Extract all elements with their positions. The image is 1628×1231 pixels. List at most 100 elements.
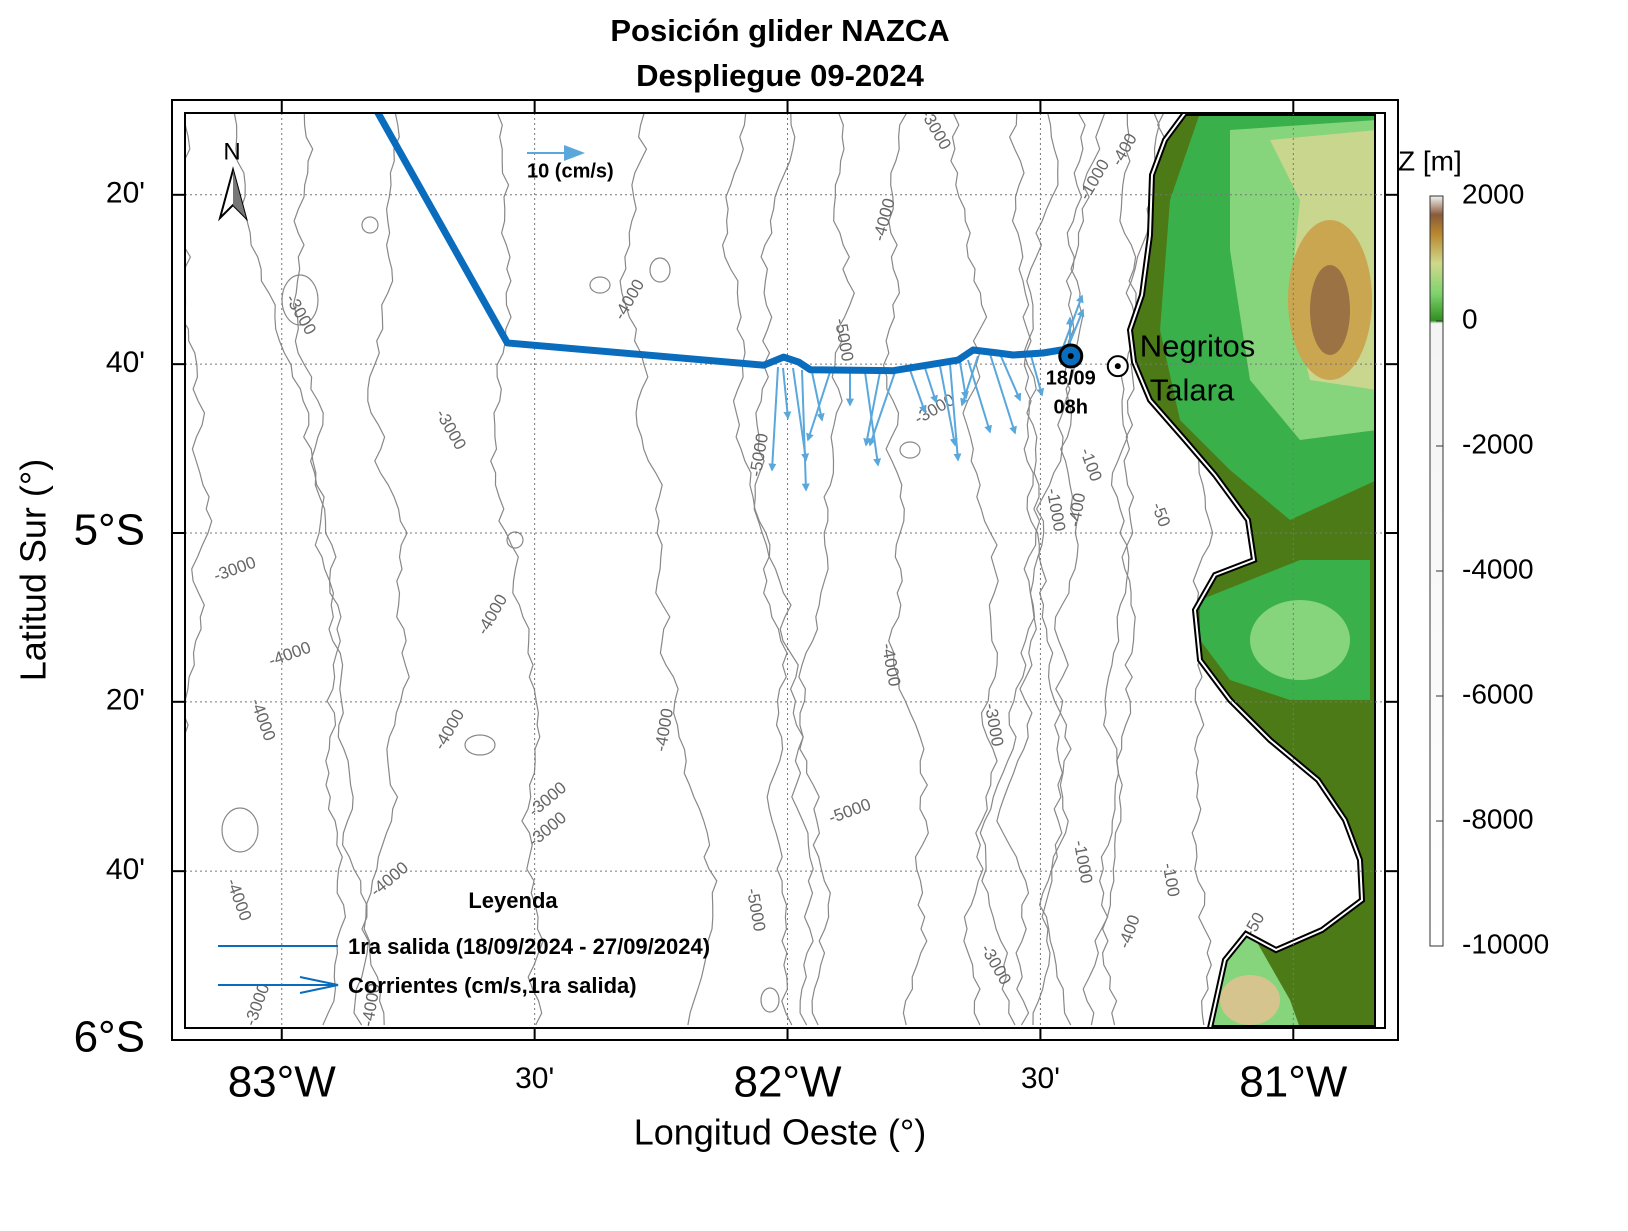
contour-label: -400	[1065, 491, 1090, 528]
current-arrow	[868, 371, 896, 447]
current-arrow	[960, 355, 979, 407]
contour	[996, 113, 1086, 1026]
current-arrow	[806, 371, 831, 442]
contour	[185, 122, 213, 736]
colorbar-tick-label: -8000	[1462, 803, 1534, 834]
contour-label: -3000	[525, 778, 571, 821]
y-tick-label: 20'	[106, 684, 145, 717]
x-tick-label: 30'	[1021, 1062, 1060, 1095]
scale-label: 10 (cm/s)	[527, 160, 614, 182]
contour-label: -1000	[1075, 156, 1113, 203]
glider-track	[373, 113, 1069, 375]
contour-label: -4000	[878, 642, 904, 688]
frame-inner	[184, 112, 1386, 1029]
frame-outer	[171, 99, 1399, 1041]
contour-label: -4000	[869, 196, 899, 243]
contour-label: -3000	[432, 406, 470, 453]
colorbar-tick-label: 0	[1462, 303, 1478, 334]
current-arrow	[924, 367, 938, 404]
place-dot	[1114, 363, 1121, 370]
current-arrows	[768, 294, 1085, 492]
contour	[979, 113, 1041, 1026]
place-label: Negritos	[1140, 328, 1255, 363]
contour	[363, 113, 410, 1026]
contour-label: -400	[1107, 130, 1140, 169]
colorbar-tick-label: -4000	[1462, 553, 1534, 584]
contour	[619, 113, 718, 1026]
colorbar: Z [m] 2000 0 -2000 -4000 -6000 -8000 -10000	[1398, 145, 1549, 959]
y-tick-label: 40'	[106, 853, 145, 886]
glider-date: 18/09	[1046, 367, 1096, 389]
x-tick-label: 81°W	[1239, 1058, 1348, 1107]
contour	[882, 113, 929, 1026]
contour	[753, 113, 796, 1026]
colorbar-tick-label: 2000	[1462, 178, 1524, 209]
contour-label: -100	[1076, 445, 1105, 483]
x-tick-label: 82°W	[733, 1058, 842, 1107]
legend: Leyenda 1ra salida (18/09/2024 - 27/09/2…	[218, 888, 710, 998]
current-arrow	[1061, 294, 1084, 351]
land	[1100, 113, 1377, 1028]
current-arrow	[989, 353, 1017, 435]
contour-label: -1000	[1070, 839, 1096, 885]
title: Posición glider NAZCA	[610, 13, 949, 48]
contour	[1032, 113, 1106, 1026]
contour	[1082, 113, 1160, 1026]
contour	[506, 531, 524, 549]
legend-entry: Corrientes (cm/s,1ra salida)	[348, 973, 637, 998]
contour-label: -4000	[247, 696, 280, 743]
contour	[1023, 113, 1072, 1026]
contour-label: -4000	[430, 706, 468, 753]
contour-label: -4000	[473, 591, 511, 638]
contour-label: -3000	[981, 702, 1007, 748]
legend-entry: 1ra salida (18/09/2024 - 27/09/2024)	[348, 934, 710, 959]
contour-label: -4000	[610, 276, 648, 323]
current-arrow	[768, 366, 779, 472]
contour	[649, 257, 671, 283]
y-tick-label: 20'	[106, 177, 145, 210]
glider-hour: 08h	[1054, 396, 1088, 418]
current-arrow	[1029, 351, 1045, 397]
glider-dot	[1067, 353, 1074, 360]
x-tick-label: 30'	[515, 1062, 554, 1095]
contour-label: -400	[1114, 912, 1143, 950]
current-arrow	[863, 371, 881, 447]
current-arrow	[811, 371, 825, 422]
contour	[589, 276, 611, 294]
current-arrow	[939, 365, 958, 447]
contour	[361, 216, 379, 234]
contour-label: -3000	[977, 941, 1015, 988]
current-arrow	[959, 361, 969, 400]
contour	[1101, 113, 1137, 1026]
contour-label: -100	[1159, 861, 1184, 898]
current-arrow	[782, 367, 792, 420]
contour	[760, 987, 780, 1013]
current-arrow	[999, 353, 1022, 402]
contour-label: -4000	[266, 638, 313, 671]
contours: -3000-3000 -4000-5000-4000-1000-400-5000-…	[185, 113, 1268, 1028]
x-tick-label: 83°W	[228, 1058, 337, 1107]
colorbar-tick-label: -6000	[1462, 678, 1534, 709]
colorbar-title: Z [m]	[1398, 145, 1462, 176]
contour	[950, 113, 999, 1026]
contour	[721, 113, 814, 1026]
contour-label: -5000	[743, 887, 769, 933]
track-layer: 18/09 08h Negritos Talara	[373, 113, 1255, 418]
contour-label: -4000	[651, 707, 677, 753]
contour	[464, 734, 496, 756]
legend-title: Leyenda	[468, 888, 558, 913]
contour	[798, 113, 855, 1026]
north-label: N	[223, 138, 240, 165]
y-tick-label: 5°S	[74, 506, 145, 555]
current-arrow	[967, 359, 992, 434]
contour	[233, 113, 347, 1026]
contour-label: -5000	[826, 795, 873, 828]
contour-label: -3000	[241, 981, 274, 1028]
contour	[899, 441, 921, 459]
contour	[292, 113, 370, 1026]
colorbar-tick-label: -10000	[1462, 928, 1549, 959]
contour-label: -4000	[223, 876, 256, 923]
y-tick-label: 40'	[106, 346, 145, 379]
contour-label: -5000	[746, 432, 772, 478]
